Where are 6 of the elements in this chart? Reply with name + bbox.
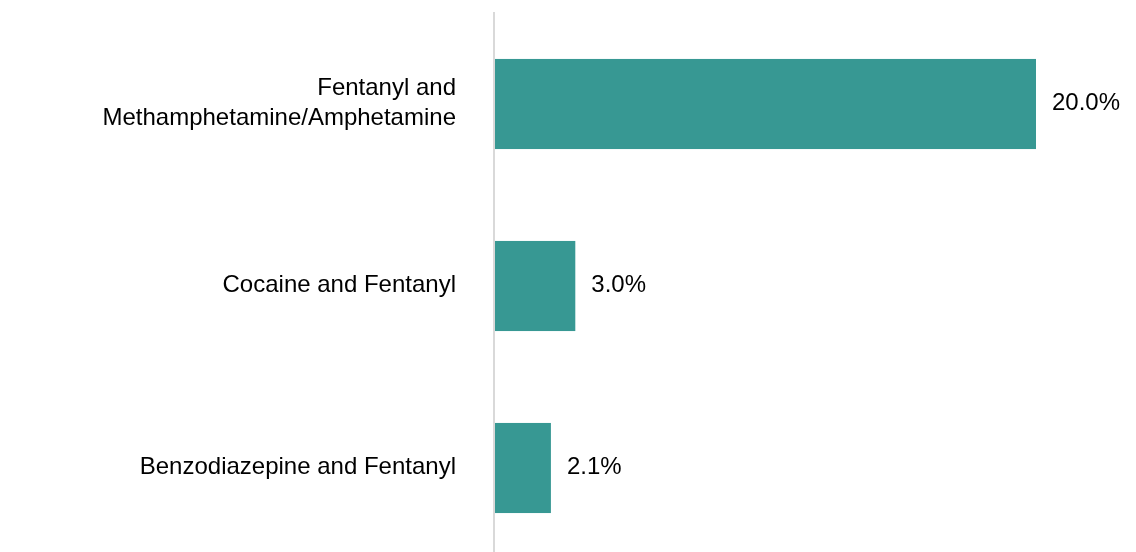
- data-label: 20.0%: [1052, 88, 1121, 116]
- data-label: 3.0%: [591, 270, 646, 298]
- y-tick-label: Benzodiazepine and Fentanyl: [139, 452, 456, 480]
- data-label: 2.1%: [566, 452, 622, 480]
- y-tick-label: Fentanyl and Methamphetamine/Amphetamine: [102, 73, 456, 131]
- y-tick-label: Cocaine and Fentanyl: [222, 270, 456, 298]
